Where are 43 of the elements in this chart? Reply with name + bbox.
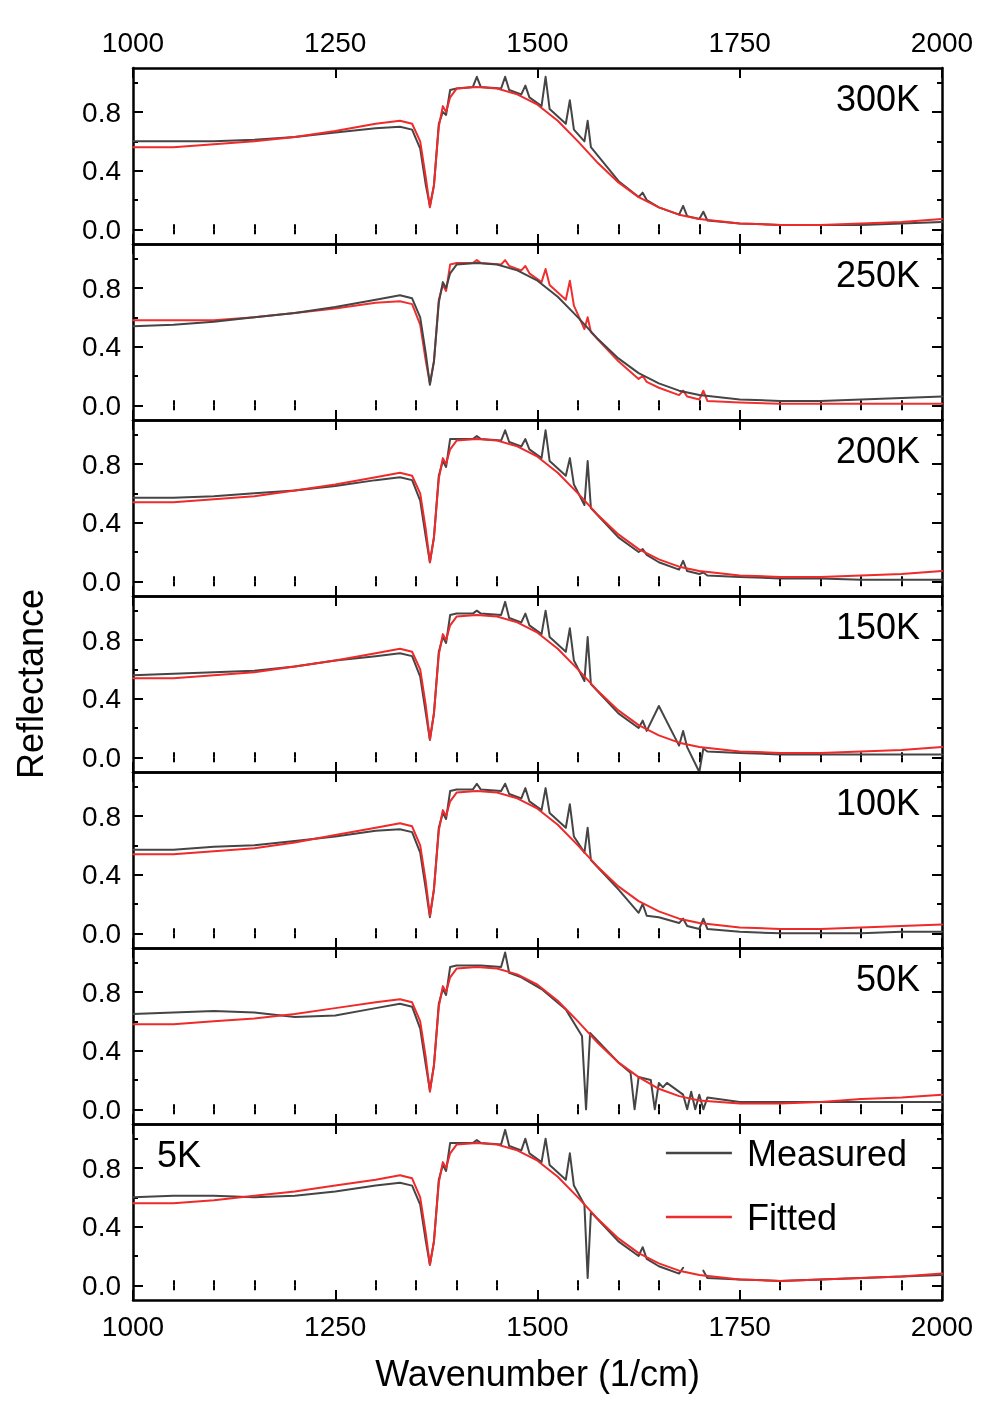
y-tick-label: 0.0: [82, 1269, 121, 1301]
y-tick-label: 0.0: [82, 389, 121, 421]
legend-label: Fitted: [746, 1196, 837, 1238]
y-tick-label: 0.4: [82, 1211, 121, 1243]
y-tick-label: 0.4: [82, 683, 121, 715]
y-tick-label: 0.8: [82, 96, 121, 128]
x-tick-label: 1250: [304, 1310, 367, 1342]
x2-tick-label: 2000: [910, 26, 974, 58]
y-tick-label: 0.0: [82, 917, 121, 949]
x-tick-label: 1750: [708, 1310, 771, 1342]
x2-tick-label: 1500: [506, 26, 569, 58]
y-tick-label: 0.0: [82, 565, 121, 597]
annotation: 5K: [157, 1133, 202, 1175]
y-tick-label: 0.4: [82, 331, 121, 363]
y-tick-label: 0.8: [82, 1152, 121, 1184]
y-tick-label: 0.4: [82, 155, 121, 187]
annotation: 250K: [835, 253, 920, 295]
annotation: 50K: [855, 957, 921, 999]
x-tick-label: 1500: [506, 1310, 569, 1342]
y-tick-label: 0.0: [82, 213, 121, 245]
x2-tick-label: 1250: [304, 26, 367, 58]
y-tick-label: 0.0: [82, 1093, 121, 1125]
y-axis-title: Reflectance: [9, 588, 51, 780]
y-tick-label: 0.8: [82, 976, 121, 1008]
y-tick-label: 0.8: [82, 624, 121, 656]
text: Measured: [746, 1132, 908, 1174]
y-tick-label: 0.8: [82, 272, 121, 304]
y-tick-label: 0.8: [82, 800, 121, 832]
y-tick-label: 0.4: [82, 507, 121, 539]
y-tick-label: 0.4: [82, 859, 121, 891]
y-tick-label: 0.8: [82, 448, 121, 480]
x-axis-title: Wavenumber (1/cm): [375, 1352, 700, 1394]
x2-tick-label: 1750: [708, 26, 771, 58]
annotation: 200K: [835, 429, 920, 471]
line-series: [132, 614, 943, 754]
annotation: 300K: [835, 77, 920, 119]
x-tick-label: 1000: [101, 1310, 165, 1342]
y-tick-label: 0.0: [82, 741, 121, 773]
annotation: 150K: [835, 605, 920, 647]
annotation: 100K: [835, 781, 920, 823]
y-tick-label: 0.4: [82, 1035, 121, 1067]
x-tick-label: 2000: [910, 1310, 974, 1342]
x2-tick-label: 1000: [101, 26, 165, 58]
